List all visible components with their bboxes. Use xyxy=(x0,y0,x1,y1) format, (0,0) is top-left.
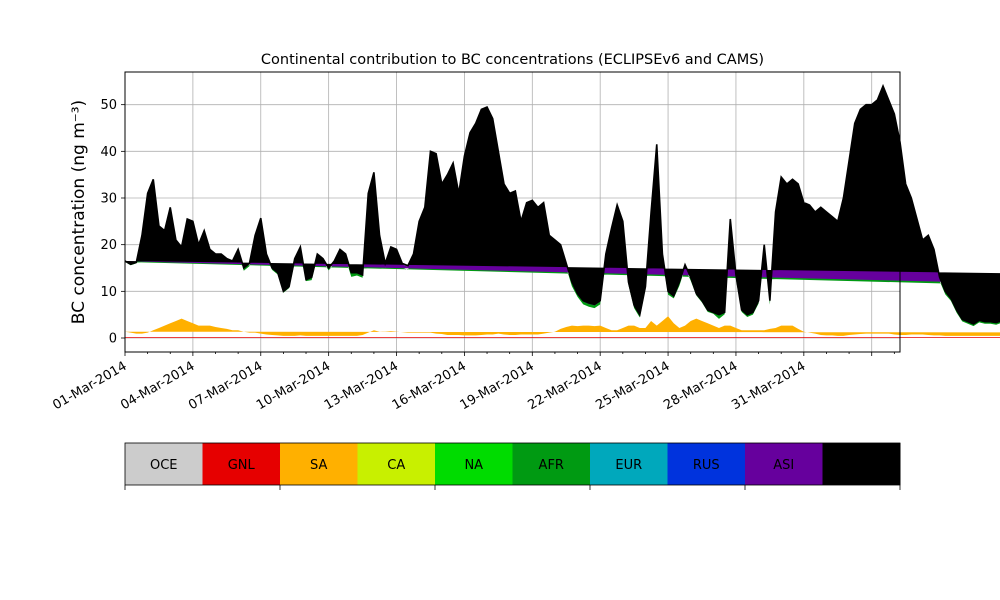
colorbar-swatch-EUR xyxy=(590,443,668,485)
colorbar-swatch-ASI xyxy=(745,443,823,485)
colorbar-label-CA: CA xyxy=(387,458,405,473)
colorbar-swatch-AUS xyxy=(822,443,901,485)
colorbar-label-SA: SA xyxy=(310,458,327,473)
colorbar-label-OCE: OCE xyxy=(150,458,178,473)
y-tick-label: 50 xyxy=(100,98,117,113)
colorbar-swatch-NA xyxy=(435,443,513,485)
colorbar-label-NA: NA xyxy=(464,458,483,473)
area-series-SA xyxy=(125,316,1000,336)
region-colorbar: OCE GNL SA CA NA AFR EUR RUS ASI AUS xyxy=(124,442,901,490)
colorbar-frame xyxy=(124,442,901,486)
colorbar-label-AFR: AFR xyxy=(539,458,564,473)
y-axis-label: BC concentration (ng m⁻³) xyxy=(69,100,89,324)
area-series-AUS xyxy=(125,86,1000,324)
colorbar-swatch-GNL xyxy=(202,443,281,485)
y-axis: 0 10 20 30 40 50 xyxy=(100,98,125,347)
colorbar-label-RUS: RUS xyxy=(693,458,720,473)
y-tick-label: 0 xyxy=(109,332,117,347)
total-line xyxy=(124,83,1000,325)
area-series-GNL xyxy=(125,337,1000,338)
colorbar-label-EUR: EUR xyxy=(615,458,642,473)
colorbar-swatch-AFR xyxy=(512,443,591,485)
colorbar-swatch-RUS xyxy=(667,443,746,485)
y-tick-label: 10 xyxy=(100,285,117,300)
y-tick-label: 40 xyxy=(100,145,117,160)
stacked-areas xyxy=(124,83,1000,338)
y-tick-label: 20 xyxy=(100,238,117,253)
colorbar-swatch-CA xyxy=(357,443,436,485)
colorbar-swatch-OCE xyxy=(125,443,203,485)
colorbar-label-AUS: AUS xyxy=(848,458,875,473)
colorbar-label-ASI: ASI xyxy=(773,458,794,473)
plot-frame xyxy=(124,71,901,353)
y-tick-label: 30 xyxy=(100,192,117,207)
colorbar-label-GNL: GNL xyxy=(228,458,256,473)
chart-title: Continental contribution to BC concentra… xyxy=(261,52,764,68)
colorbar-swatch-SA xyxy=(280,443,358,485)
